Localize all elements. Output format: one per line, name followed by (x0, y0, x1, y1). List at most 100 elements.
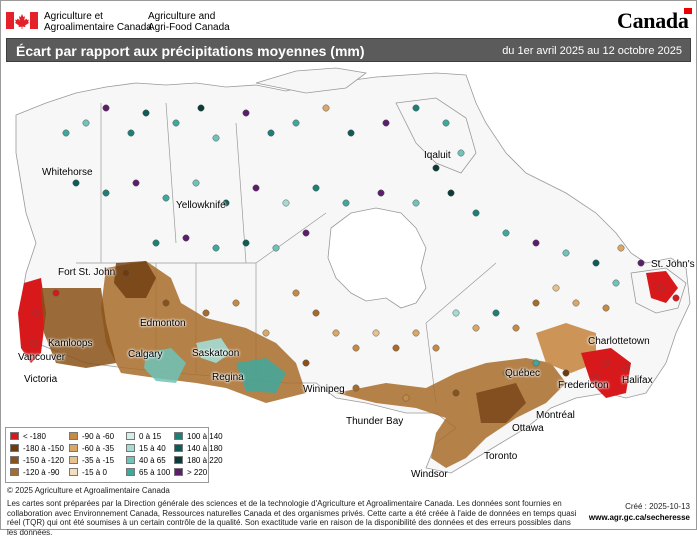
bc-coast-dry (18, 278, 46, 363)
city-label-iqaluit: Iqaluit (424, 150, 451, 161)
city-label-yellowknife: Yellowknife (176, 200, 226, 211)
legend-item: -15 à 0 (69, 468, 107, 477)
department-name-fr: Agriculture et Agroalimentaire Canada (44, 11, 152, 33)
legend-swatch (69, 468, 78, 476)
legend-label: -35 à -15 (82, 456, 115, 465)
bc-interior (41, 288, 116, 368)
legend-item: 15 à 40 (126, 444, 166, 453)
legend-label: 65 à 100 (139, 468, 171, 477)
legend-swatch (126, 456, 135, 464)
legend-swatch (174, 444, 183, 452)
legend-label: 100 à 140 (187, 432, 223, 441)
quebec-north-dry (536, 323, 596, 373)
city-label-vancouver: Vancouver (18, 352, 66, 363)
legend-label: 180 à 220 (187, 456, 223, 465)
department-en-line2: Agri-Food Canada (148, 22, 230, 33)
legend-swatch (10, 468, 19, 476)
city-label-victoria: Victoria (24, 374, 58, 385)
legend-item: 100 à 140 (174, 432, 223, 441)
legend-item: -120 à -90 (10, 468, 59, 477)
legend-label: 140 à 180 (187, 444, 223, 453)
canada-wordmark: Canada (617, 8, 689, 33)
city-label-winnipeg: Winnipeg (303, 384, 345, 395)
legend-label: -60 à -35 (82, 444, 115, 453)
precipitation-map (6, 63, 691, 480)
legend-item: 65 à 100 (126, 468, 170, 477)
legend-label: 0 à 15 (139, 432, 162, 441)
city-label-windsor: Windsor (411, 469, 448, 480)
prairie-wet-patch-1 (144, 348, 186, 383)
city-label-fredericton: Fredericton (558, 380, 609, 391)
prairie-wet-patch-2 (236, 358, 286, 393)
city-label-quebec: Québec (505, 368, 541, 379)
legend-label: -15 à 0 (82, 468, 107, 477)
city-label-saskatoon: Saskatoon (192, 348, 240, 359)
department-name-en: Agriculture and Agri-Food Canada (148, 11, 230, 33)
legend-item: -150 à -120 (10, 456, 64, 465)
data-source-note: Les cartes sont préparées par la Directi… (7, 499, 577, 537)
legend-swatch (126, 432, 135, 440)
legend-item: < -180 (10, 432, 46, 441)
weather-stations (30, 104, 680, 402)
legend-label: -120 à -90 (23, 468, 60, 477)
legend-label: < -180 (23, 432, 46, 441)
legend-swatch (69, 432, 78, 440)
department-fr-line1: Agriculture et (44, 11, 103, 22)
maritimes-region (581, 348, 631, 398)
legend-swatch (174, 468, 183, 476)
legend-item: -35 à -15 (69, 456, 114, 465)
arctic-islands (255, 67, 367, 94)
city-label-st-johns: St. John's (651, 259, 695, 270)
city-label-montreal: Montréal (536, 410, 575, 421)
created-date: Créé : 2025-10-13 (625, 502, 690, 511)
legend-item: 40 à 65 (126, 456, 166, 465)
city-label-ottawa: Ottawa (512, 423, 544, 434)
ontario-dry-core (476, 383, 526, 423)
legend-label: 40 à 65 (139, 456, 166, 465)
city-label-calgary: Calgary (128, 349, 163, 360)
legend-item: -180 à -150 (10, 444, 64, 453)
city-label-regina: Regina (212, 372, 244, 383)
title-bar: Écart par rapport aux précipitations moy… (6, 38, 691, 62)
legend-item: -60 à -35 (69, 444, 114, 453)
legend-swatch (10, 444, 19, 452)
city-label-charlottetown: Charlottetown (588, 336, 650, 347)
legend-item: 0 à 15 (126, 432, 161, 441)
legend-label: -90 à -60 (82, 432, 115, 441)
hudson-bay (327, 207, 427, 309)
baffin-island (395, 97, 477, 174)
legend-item: -90 à -60 (69, 432, 114, 441)
map-period: du 1er avril 2025 au 12 octobre 2025 (502, 45, 682, 57)
legend-item: 140 à 180 (174, 444, 223, 453)
legend-swatch (174, 432, 183, 440)
city-label-fort-st-john: Fort St. John (58, 267, 116, 278)
map-legend: < -180 -180 à -150 -150 à -120 -120 à -90 -9… (5, 427, 223, 483)
legend-item: > 220 (174, 468, 207, 477)
city-label-toronto: Toronto (484, 451, 518, 462)
city-label-edmonton: Edmonton (140, 318, 186, 329)
map-title: Écart par rapport aux précipitations moy… (16, 43, 365, 59)
prairie-wet-patch-3 (196, 338, 231, 363)
legend-label: -180 à -150 (23, 444, 64, 453)
city-label-kamloops: Kamloops (48, 338, 93, 349)
city-label-whitehorse: Whitehorse (42, 167, 93, 178)
legend-item: 180 à 220 (174, 456, 223, 465)
legend-swatch (10, 432, 19, 440)
legend-swatch (126, 468, 135, 476)
legend-label: > 220 (187, 468, 208, 477)
canada-flag-icon (6, 12, 38, 29)
legend-swatch (69, 456, 78, 464)
city-label-thunder-bay: Thunder Bay (346, 416, 404, 427)
legend-swatch (69, 444, 78, 452)
legend-swatch (174, 456, 183, 464)
copyright-text: © 2025 Agriculture et Agroalimentaire Ca… (7, 486, 170, 495)
department-fr-line2: Agroalimentaire Canada (44, 22, 152, 33)
legend-swatch (10, 456, 19, 464)
city-label-halifax: Halifax (622, 375, 653, 386)
drought-url-link[interactable]: www.agr.gc.ca/secheresse (588, 513, 690, 522)
legend-swatch (126, 444, 135, 452)
department-en-line1: Agriculture and (148, 11, 216, 22)
legend-label: 15 à 40 (139, 444, 166, 453)
legend-label: -150 à -120 (23, 456, 64, 465)
wordmark-flag-icon (684, 8, 692, 14)
